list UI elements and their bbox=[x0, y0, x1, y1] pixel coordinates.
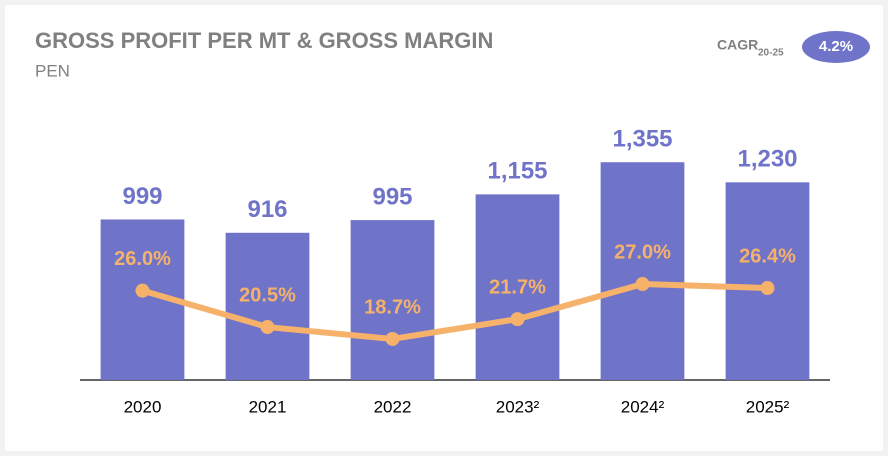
bar-value-label: 1,155 bbox=[487, 158, 547, 185]
line-value-label: 20.5% bbox=[239, 284, 296, 306]
x-tick-label: 2020 bbox=[124, 397, 162, 416]
x-tick-label: 2023² bbox=[496, 397, 540, 416]
line-point bbox=[760, 281, 775, 296]
line-point bbox=[635, 277, 650, 292]
x-tick-label: 2021 bbox=[249, 397, 287, 416]
bar-value-label: 995 bbox=[372, 183, 412, 210]
cagr-label: CAGR bbox=[717, 37, 758, 53]
line-point bbox=[260, 320, 275, 335]
chart-title: GROSS PROFIT PER MT & GROSS MARGIN bbox=[35, 28, 493, 53]
line-value-label: 26.4% bbox=[739, 245, 796, 267]
bar-value-label: 999 bbox=[122, 183, 162, 210]
bar bbox=[600, 162, 685, 380]
bar-value-label: 1,355 bbox=[612, 126, 672, 153]
line-value-label: 26.0% bbox=[114, 248, 171, 270]
bar bbox=[475, 194, 560, 380]
bar-value-label: 916 bbox=[247, 196, 287, 223]
cagr-pill bbox=[802, 31, 870, 63]
x-tick-label: 2024² bbox=[621, 397, 665, 416]
cagr-value: 4.2% bbox=[819, 38, 853, 55]
chart-subtitle: PEN bbox=[35, 61, 70, 80]
x-tick-label: 2025² bbox=[746, 397, 790, 416]
bar bbox=[350, 220, 435, 380]
x-tick-label: 2022 bbox=[374, 397, 412, 416]
line-value-label: 18.7% bbox=[364, 296, 421, 318]
cagr-period: 20-25 bbox=[758, 48, 784, 59]
bar bbox=[225, 232, 310, 380]
line-point bbox=[135, 283, 150, 298]
line-point bbox=[510, 312, 525, 327]
bar-value-label: 1,230 bbox=[737, 146, 797, 173]
line-value-label: 21.7% bbox=[489, 276, 546, 298]
line-point bbox=[385, 331, 400, 346]
line bbox=[141, 281, 768, 342]
line-value-label: 27.0% bbox=[614, 241, 671, 263]
